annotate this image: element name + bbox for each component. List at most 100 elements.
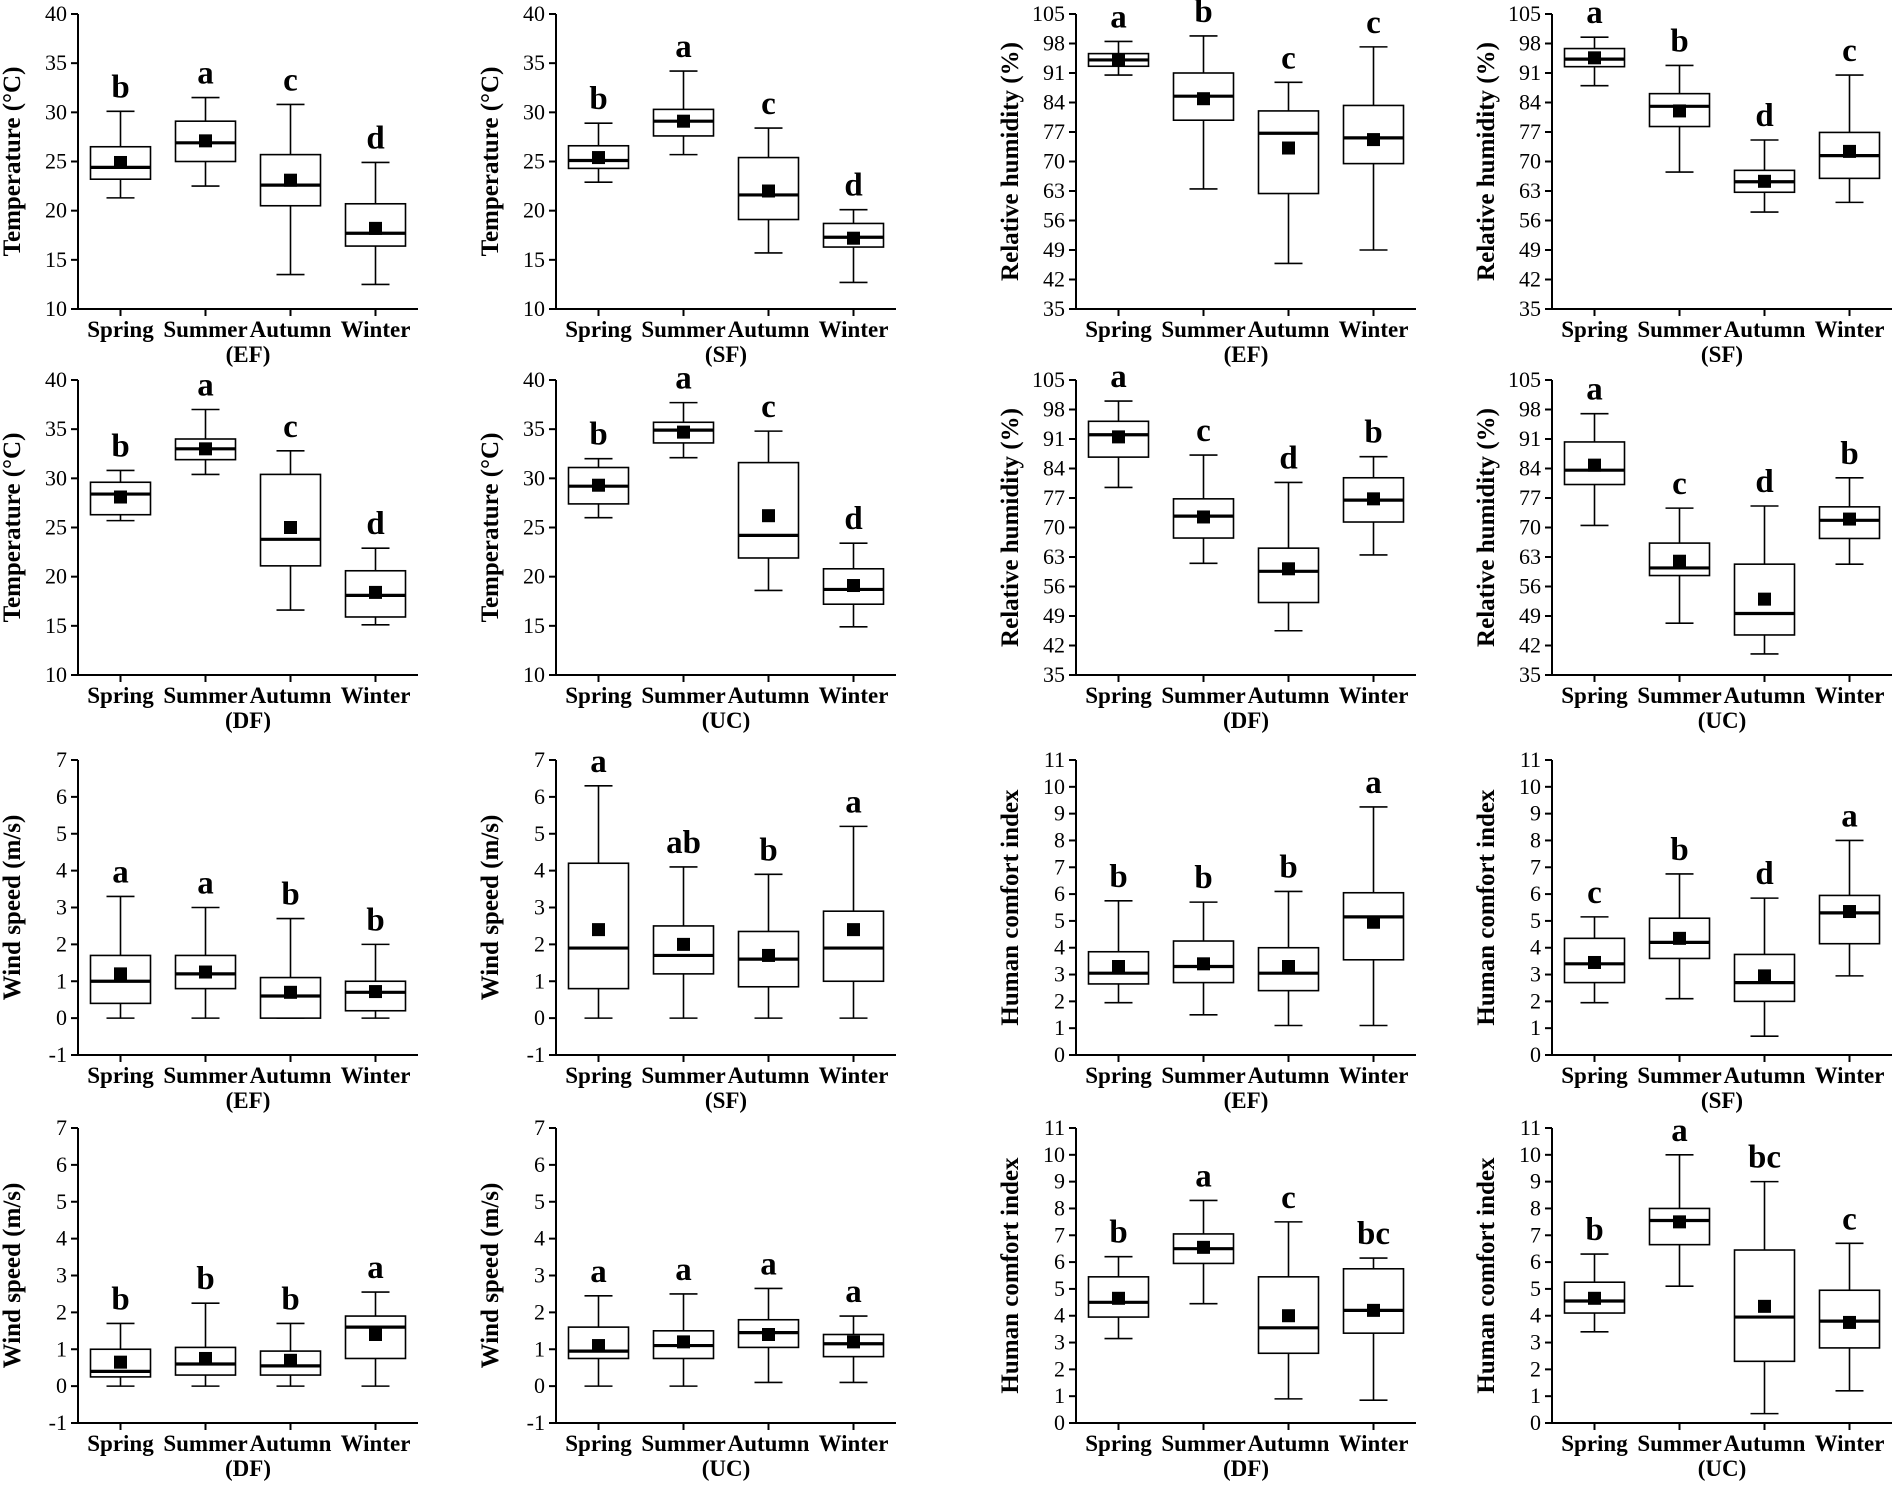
mean-marker <box>677 937 690 951</box>
significance-letter: b <box>281 1281 299 1317</box>
iqr-box <box>1648 92 1711 128</box>
y-tick-label: 2 <box>534 931 545 956</box>
y-tick-label: 2 <box>1054 988 1065 1013</box>
significance-letter: b <box>1840 436 1858 472</box>
y-axis-label: Relative humidity (%) <box>997 408 1024 647</box>
site-label: (SF) <box>705 342 747 367</box>
significance-letter: b <box>1194 860 1212 896</box>
y-tick-label: 56 <box>1043 574 1065 599</box>
x-tick-label: Summer <box>1637 683 1721 708</box>
significance-letter: c <box>1366 5 1381 41</box>
y-tick-label: 56 <box>1519 574 1541 599</box>
x-tick-label: Spring <box>1561 683 1628 708</box>
panel-humidity-ef: 35 42 49 56 63 70 77 84 91 98 105 Relative humidity… <box>997 0 1416 367</box>
significance-letter: c <box>1281 40 1296 76</box>
mean-marker <box>762 948 775 962</box>
mean-marker <box>1112 1291 1125 1305</box>
y-tick-label: 77 <box>1519 119 1541 144</box>
x-tick-label: Winter <box>1815 1063 1885 1088</box>
y-tick-label: 49 <box>1043 603 1065 628</box>
y-tick-label: 0 <box>1054 1410 1065 1435</box>
y-tick-label: 63 <box>1519 178 1541 203</box>
y-tick-label: 91 <box>1519 60 1541 85</box>
panel-wind-uc: -1 0 1 2 3 4 5 6 7 Wind speed (m/s) Spring Summer Au… <box>477 1115 896 1481</box>
mean-marker <box>1673 104 1686 118</box>
mean-marker <box>369 585 382 599</box>
y-tick-label: 1 <box>1530 1015 1541 1040</box>
mean-marker <box>762 509 775 523</box>
y-tick-label: 5 <box>534 821 545 846</box>
site-label: (SF) <box>1701 342 1743 367</box>
mean-marker <box>1843 144 1856 158</box>
y-tick-label: 5 <box>1054 908 1065 933</box>
y-tick-label: 98 <box>1043 31 1065 56</box>
y-tick-label: 49 <box>1043 237 1065 262</box>
significance-letter: c <box>1196 413 1211 449</box>
significance-letter: c <box>761 86 776 122</box>
x-tick-label: Winter <box>1339 1063 1409 1088</box>
y-tick-label: 11 <box>1520 747 1541 772</box>
mean-marker <box>1843 905 1856 919</box>
mean-marker <box>114 490 127 504</box>
y-tick-label: 9 <box>1054 801 1065 826</box>
x-tick-label: Winter <box>341 1431 411 1456</box>
mean-marker <box>847 923 860 937</box>
significance-letter: b <box>1279 849 1297 885</box>
iqr-box <box>1342 1267 1405 1334</box>
significance-letter: a <box>1586 0 1603 31</box>
y-tick-label: 1 <box>534 968 545 993</box>
x-tick-label: Winter <box>1339 1431 1409 1456</box>
mean-marker <box>369 1328 382 1341</box>
y-tick-label: 7 <box>534 747 545 772</box>
y-tick-label: 10 <box>1519 774 1541 799</box>
x-tick-label: Spring <box>1561 1063 1628 1088</box>
y-tick-label: 25 <box>523 149 545 174</box>
x-tick-label: Summer <box>1637 1063 1721 1088</box>
significance-letter: c <box>761 389 776 425</box>
significance-letter: b <box>1364 415 1382 451</box>
significance-letter: d <box>366 120 384 156</box>
mean-marker <box>1112 430 1125 444</box>
y-tick-label: 4 <box>1054 935 1065 960</box>
mean-marker <box>284 1353 297 1367</box>
mean-marker <box>1112 960 1125 973</box>
y-tick-label: 6 <box>56 1152 67 1177</box>
panel-humidity-df: 35 42 49 56 63 70 77 84 91 98 105 Relative humidity… <box>997 359 1416 733</box>
significance-letter: ab <box>666 825 701 861</box>
panel-temperature-ef: 10 15 20 25 30 35 40 Temperature (°C) Spring Summ… <box>0 1 418 367</box>
y-tick-label: 91 <box>1043 426 1065 451</box>
x-tick-label: Spring <box>87 1431 154 1456</box>
significance-letter: a <box>1195 1158 1212 1194</box>
mean-marker <box>1282 1309 1295 1323</box>
y-tick-label: 4 <box>56 1226 67 1251</box>
y-tick-label: 3 <box>1054 962 1065 987</box>
x-tick-label: Summer <box>641 317 725 342</box>
panel-wind-ef: -1 0 1 2 3 4 5 6 7 Wind speed (m/s) Spring Summer Au… <box>0 747 418 1113</box>
y-tick-label: 7 <box>1054 1222 1065 1247</box>
y-tick-label: 5 <box>1530 908 1541 933</box>
mean-marker <box>199 965 212 979</box>
y-tick-label: 4 <box>1530 935 1541 960</box>
y-tick-label: 49 <box>1519 603 1541 628</box>
x-tick-label: Spring <box>565 683 632 708</box>
significance-letter: b <box>1670 832 1688 868</box>
y-tick-label: 7 <box>56 1115 67 1140</box>
y-tick-label: 8 <box>1530 827 1541 852</box>
y-tick-label: 84 <box>1043 90 1065 115</box>
x-tick-label: Autumn <box>728 1431 810 1456</box>
mean-marker <box>1673 931 1686 945</box>
significance-letter: b <box>111 1281 129 1317</box>
panel-wind-df: -1 0 1 2 3 4 5 6 7 Wind speed (m/s) Spring Summer Au… <box>0 1115 418 1481</box>
x-tick-label: Winter <box>819 317 889 342</box>
x-tick-label: Autumn <box>250 1431 332 1456</box>
y-tick-label: 35 <box>1519 296 1541 321</box>
mean-marker <box>114 967 127 981</box>
y-tick-label: 105 <box>1032 1 1065 26</box>
x-tick-label: Summer <box>163 683 247 708</box>
y-tick-label: -1 <box>527 1042 545 1067</box>
y-tick-label: 5 <box>1530 1276 1541 1301</box>
x-tick-label: Winter <box>1815 1431 1885 1456</box>
y-tick-label: 3 <box>56 1263 67 1288</box>
x-tick-label: Winter <box>819 1431 889 1456</box>
